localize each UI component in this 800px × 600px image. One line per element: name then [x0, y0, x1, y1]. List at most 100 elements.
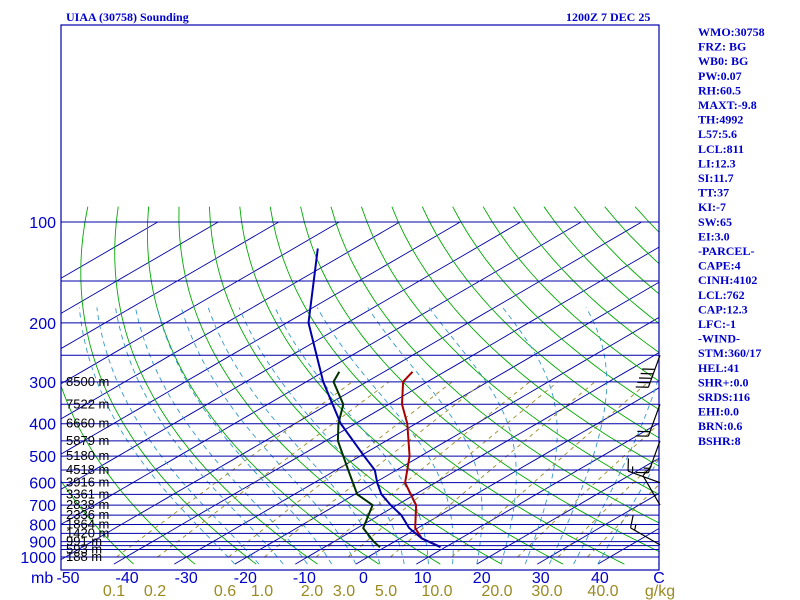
index-item: RH:60.5 — [698, 83, 741, 97]
height-label: 5879 m — [66, 433, 109, 448]
pressure-tick-label: 600 — [29, 476, 56, 493]
temperature-tick-label: -10 — [293, 570, 316, 587]
dry-adiabat-line — [330, 206, 659, 524]
plot-frame — [60, 24, 660, 571]
mixing-ratio-label: g/kg — [645, 583, 675, 600]
dry-adiabat-line — [61, 384, 196, 565]
wind-barbs — [627, 355, 661, 546]
index-item: WMO:30758 — [698, 25, 765, 39]
height-label: 1420 m — [66, 525, 109, 540]
moist-adiabat-line — [134, 307, 308, 565]
index-item: PW:0.07 — [698, 69, 742, 83]
index-item: STM:360/17 — [698, 346, 761, 360]
pressure-tick-label: 300 — [29, 375, 56, 392]
sounding-profiles — [307, 248, 441, 549]
temperature-tick-label: -50 — [56, 570, 79, 587]
index-item: TT:37 — [698, 186, 729, 200]
height-label: 593 m — [66, 542, 102, 557]
isotherm-line — [61, 221, 521, 490]
index-item: FRZ: BG — [698, 40, 746, 54]
dry-adiabat-line — [757, 207, 800, 564]
index-item: SI:11.7 — [698, 171, 734, 185]
temperature-tick-label: -30 — [175, 570, 198, 587]
index-item: -WIND- — [698, 332, 740, 346]
temperature-tick-label: C — [653, 570, 665, 587]
index-item: LI:12.3 — [698, 156, 736, 170]
moist-adiabat-line — [274, 307, 429, 565]
height-label: 188 m — [66, 549, 102, 564]
pressure-tick-label: 1000 — [20, 550, 56, 567]
height-label: 2838 m — [66, 497, 109, 512]
dry-adiabat-line — [573, 206, 659, 295]
height-label: 6660 m — [66, 416, 109, 431]
index-item: CINH:4102 — [698, 273, 757, 287]
index-item: LCL:811 — [698, 142, 744, 156]
isotherm-line — [537, 492, 659, 565]
index-item: MAXT:-9.8 — [698, 98, 757, 112]
isotherm-line — [61, 221, 642, 561]
mixing-ratio-label: 5.0 — [375, 583, 397, 600]
mixing-ratio-label: 0.6 — [214, 583, 236, 600]
parcel-profile — [307, 248, 441, 549]
index-item: KI:-7 — [698, 200, 726, 214]
temperature-tick-label: -20 — [234, 570, 257, 587]
wind-barb — [627, 458, 661, 484]
mixing-ratio-labels: 0.1 0.2 0.6 1.0 2.0 3.0 5.0 10.0 20.0 30.0 40.0 g/k… — [103, 583, 675, 600]
pressure-tick-label: 800 — [29, 518, 56, 535]
isotherm-line — [113, 246, 659, 565]
height-label: 5180 m — [66, 448, 109, 463]
index-item: SW:65 — [698, 215, 732, 229]
mixing-ratio-label: 1.0 — [251, 583, 273, 600]
mixing-ratio-label: 2.0 — [301, 583, 323, 600]
isotherm-line — [61, 221, 582, 525]
isotherm-line — [174, 281, 659, 565]
pressure-tick-label: 100 — [29, 215, 56, 232]
mixing-ratio-label: 20.0 — [481, 583, 512, 600]
grid-lines — [61, 206, 800, 565]
wind-barb — [629, 515, 661, 546]
height-label: 991 m — [66, 534, 102, 549]
mixing-ratio-label: 40.0 — [587, 583, 618, 600]
temperature-profile — [400, 371, 440, 548]
height-label: 3916 m — [66, 475, 109, 490]
mixing-ratio-label: 3.0 — [333, 583, 355, 600]
pressure-tick-label: 200 — [29, 316, 56, 333]
height-label: 7522 m — [66, 396, 109, 411]
station-title: UIAA (30758) Sounding — [66, 10, 189, 24]
mixing-ratio-line — [157, 381, 390, 558]
moist-adiabat-line — [367, 307, 483, 565]
pressure-tick-label: 400 — [29, 417, 56, 434]
index-item: CAP:12.3 — [698, 302, 748, 316]
index-item: BSHR:8 — [698, 434, 741, 448]
isotherm-line — [597, 527, 659, 565]
isotherm-line — [416, 422, 659, 565]
index-item: WB0: BG — [698, 54, 748, 68]
index-item: LCL:762 — [698, 288, 745, 302]
mixing-ratio-label: 10.0 — [421, 583, 452, 600]
mixing-ratio-label: 30.0 — [531, 583, 562, 600]
dry-adiabat-line — [178, 206, 441, 565]
temperature-tick-label: 30 — [532, 570, 550, 587]
temperature-tick-label: 20 — [473, 570, 491, 587]
isotherm-line — [355, 387, 659, 565]
moist-adiabat-line — [180, 307, 357, 565]
isotherm-line — [476, 457, 659, 565]
moist-adiabat-line — [502, 307, 558, 565]
temperature-tick-label: 40 — [591, 570, 609, 587]
index-item: LFC:-1 — [698, 317, 736, 331]
moist-adiabat-line — [316, 307, 454, 565]
moist-adiabat-line — [96, 307, 260, 565]
temperature-tick-label: 10 — [414, 570, 432, 587]
mixing-ratio-label: 0.2 — [144, 583, 166, 600]
wind-barb — [635, 440, 661, 474]
moist-adiabat-line — [573, 374, 659, 565]
moist-adiabat-line — [238, 307, 405, 565]
index-item: HEL:41 — [698, 361, 739, 375]
mixing-ratio-label: 0.1 — [103, 583, 125, 600]
index-item: EI:3.0 — [698, 229, 730, 243]
moist-adiabat-line — [548, 307, 608, 565]
height-label: 1864 m — [66, 517, 109, 532]
